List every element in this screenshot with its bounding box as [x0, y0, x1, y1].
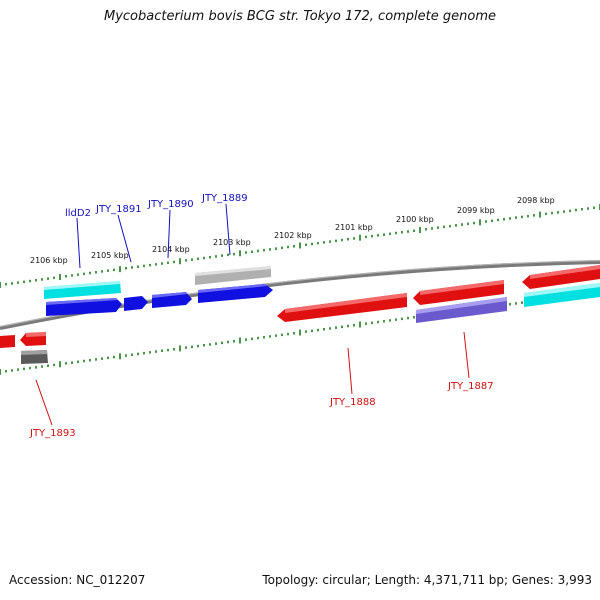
kbp-label-2098: 2098 kbp: [517, 196, 555, 205]
kbp-label-2105: 2105 kbp: [91, 251, 129, 260]
kbp-label-2106: 2106 kbp: [30, 256, 68, 265]
kbp-label-2103: 2103 kbp: [213, 238, 251, 247]
gene-label-jty-1890[interactable]: JTY_1890: [147, 199, 194, 210]
gene-label-jty-1891[interactable]: JTY_1891: [95, 204, 142, 215]
accession-text: Accession: NC_012207: [9, 573, 146, 587]
forward-strand-genes: [44, 266, 273, 316]
gene-label-jty-1888[interactable]: JTY_1888: [329, 397, 376, 408]
kbp-label-2099: 2099 kbp: [457, 206, 495, 215]
reverse-strand-genes: [0, 265, 600, 364]
kbp-label-2101: 2101 kbp: [335, 223, 373, 232]
genome-summary-text: Topology: circular; Length: 4,371,711 bp…: [262, 573, 592, 587]
gene-label-jty-1889[interactable]: JTY_1889: [201, 193, 248, 204]
gene-red-left-a[interactable]: [0, 335, 15, 348]
kbp-label-2100: 2100 kbp: [396, 215, 434, 224]
kbp-label-2104: 2104 kbp: [152, 245, 190, 254]
gene-label-jty-1893[interactable]: JTY_1893: [29, 428, 76, 439]
gene-blue-2[interactable]: [124, 296, 148, 311]
kbp-label-2102: 2102 kbp: [274, 231, 312, 240]
map-title: Mycobacterium bovis BCG str. Tokyo 172, …: [104, 9, 496, 24]
outer-tick-ring: [0, 204, 600, 288]
gene-label-lldD2[interactable]: lldD2: [65, 208, 91, 219]
gene-label-jty-1887[interactable]: JTY_1887: [447, 381, 494, 392]
